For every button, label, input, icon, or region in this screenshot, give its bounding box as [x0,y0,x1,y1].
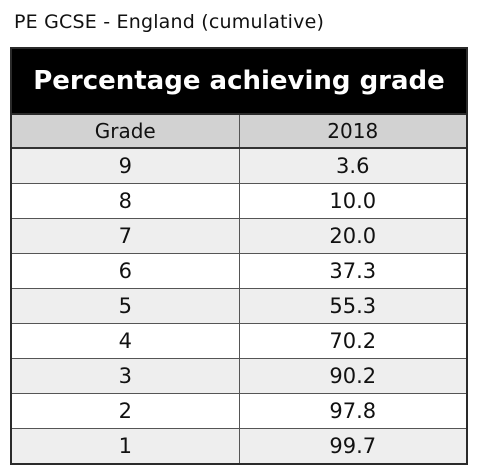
table-row: 4 70.2 [12,324,466,359]
grade-cell: 8 [12,184,240,218]
percentage-cell: 55.3 [329,294,377,318]
grade-cell: 6 [12,254,240,288]
table-header-row: Grade 2018 [12,115,466,149]
table-row: 9 3.6 [12,149,466,184]
table-row: 5 55.3 [12,289,466,324]
percentage-cell: 10.0 [329,189,377,213]
table-row: 7 20.0 [12,219,466,254]
table-row: 2 97.8 [12,394,466,429]
grade-cell: 9 [12,149,240,183]
table-title: Percentage achieving grade [12,49,466,115]
percentage-cell: 99.7 [329,434,377,458]
table-row: 1 99.7 [12,429,466,463]
percentage-cell: 37.3 [329,259,377,283]
table-row: 8 10.0 [12,184,466,219]
header-grade: Grade [12,115,240,147]
grade-cell: 4 [12,324,240,358]
percentage-cell: 90.2 [329,364,377,388]
header-year: 2018 [327,119,379,143]
percentage-cell: 3.6 [336,154,370,178]
grade-cell: 3 [12,359,240,393]
grade-cell: 5 [12,289,240,323]
grade-cell: 7 [12,219,240,253]
table-row: 6 37.3 [12,254,466,289]
percentage-cell: 97.8 [329,399,377,423]
grade-cell: 1 [12,429,240,463]
percentage-cell: 20.0 [329,224,377,248]
grades-table: Percentage achieving grade Grade 2018 9 … [10,47,468,465]
table-row: 3 90.2 [12,359,466,394]
grade-cell: 2 [12,394,240,428]
page-caption: PE GCSE - England (cumulative) [14,11,325,33]
percentage-cell: 70.2 [329,329,377,353]
